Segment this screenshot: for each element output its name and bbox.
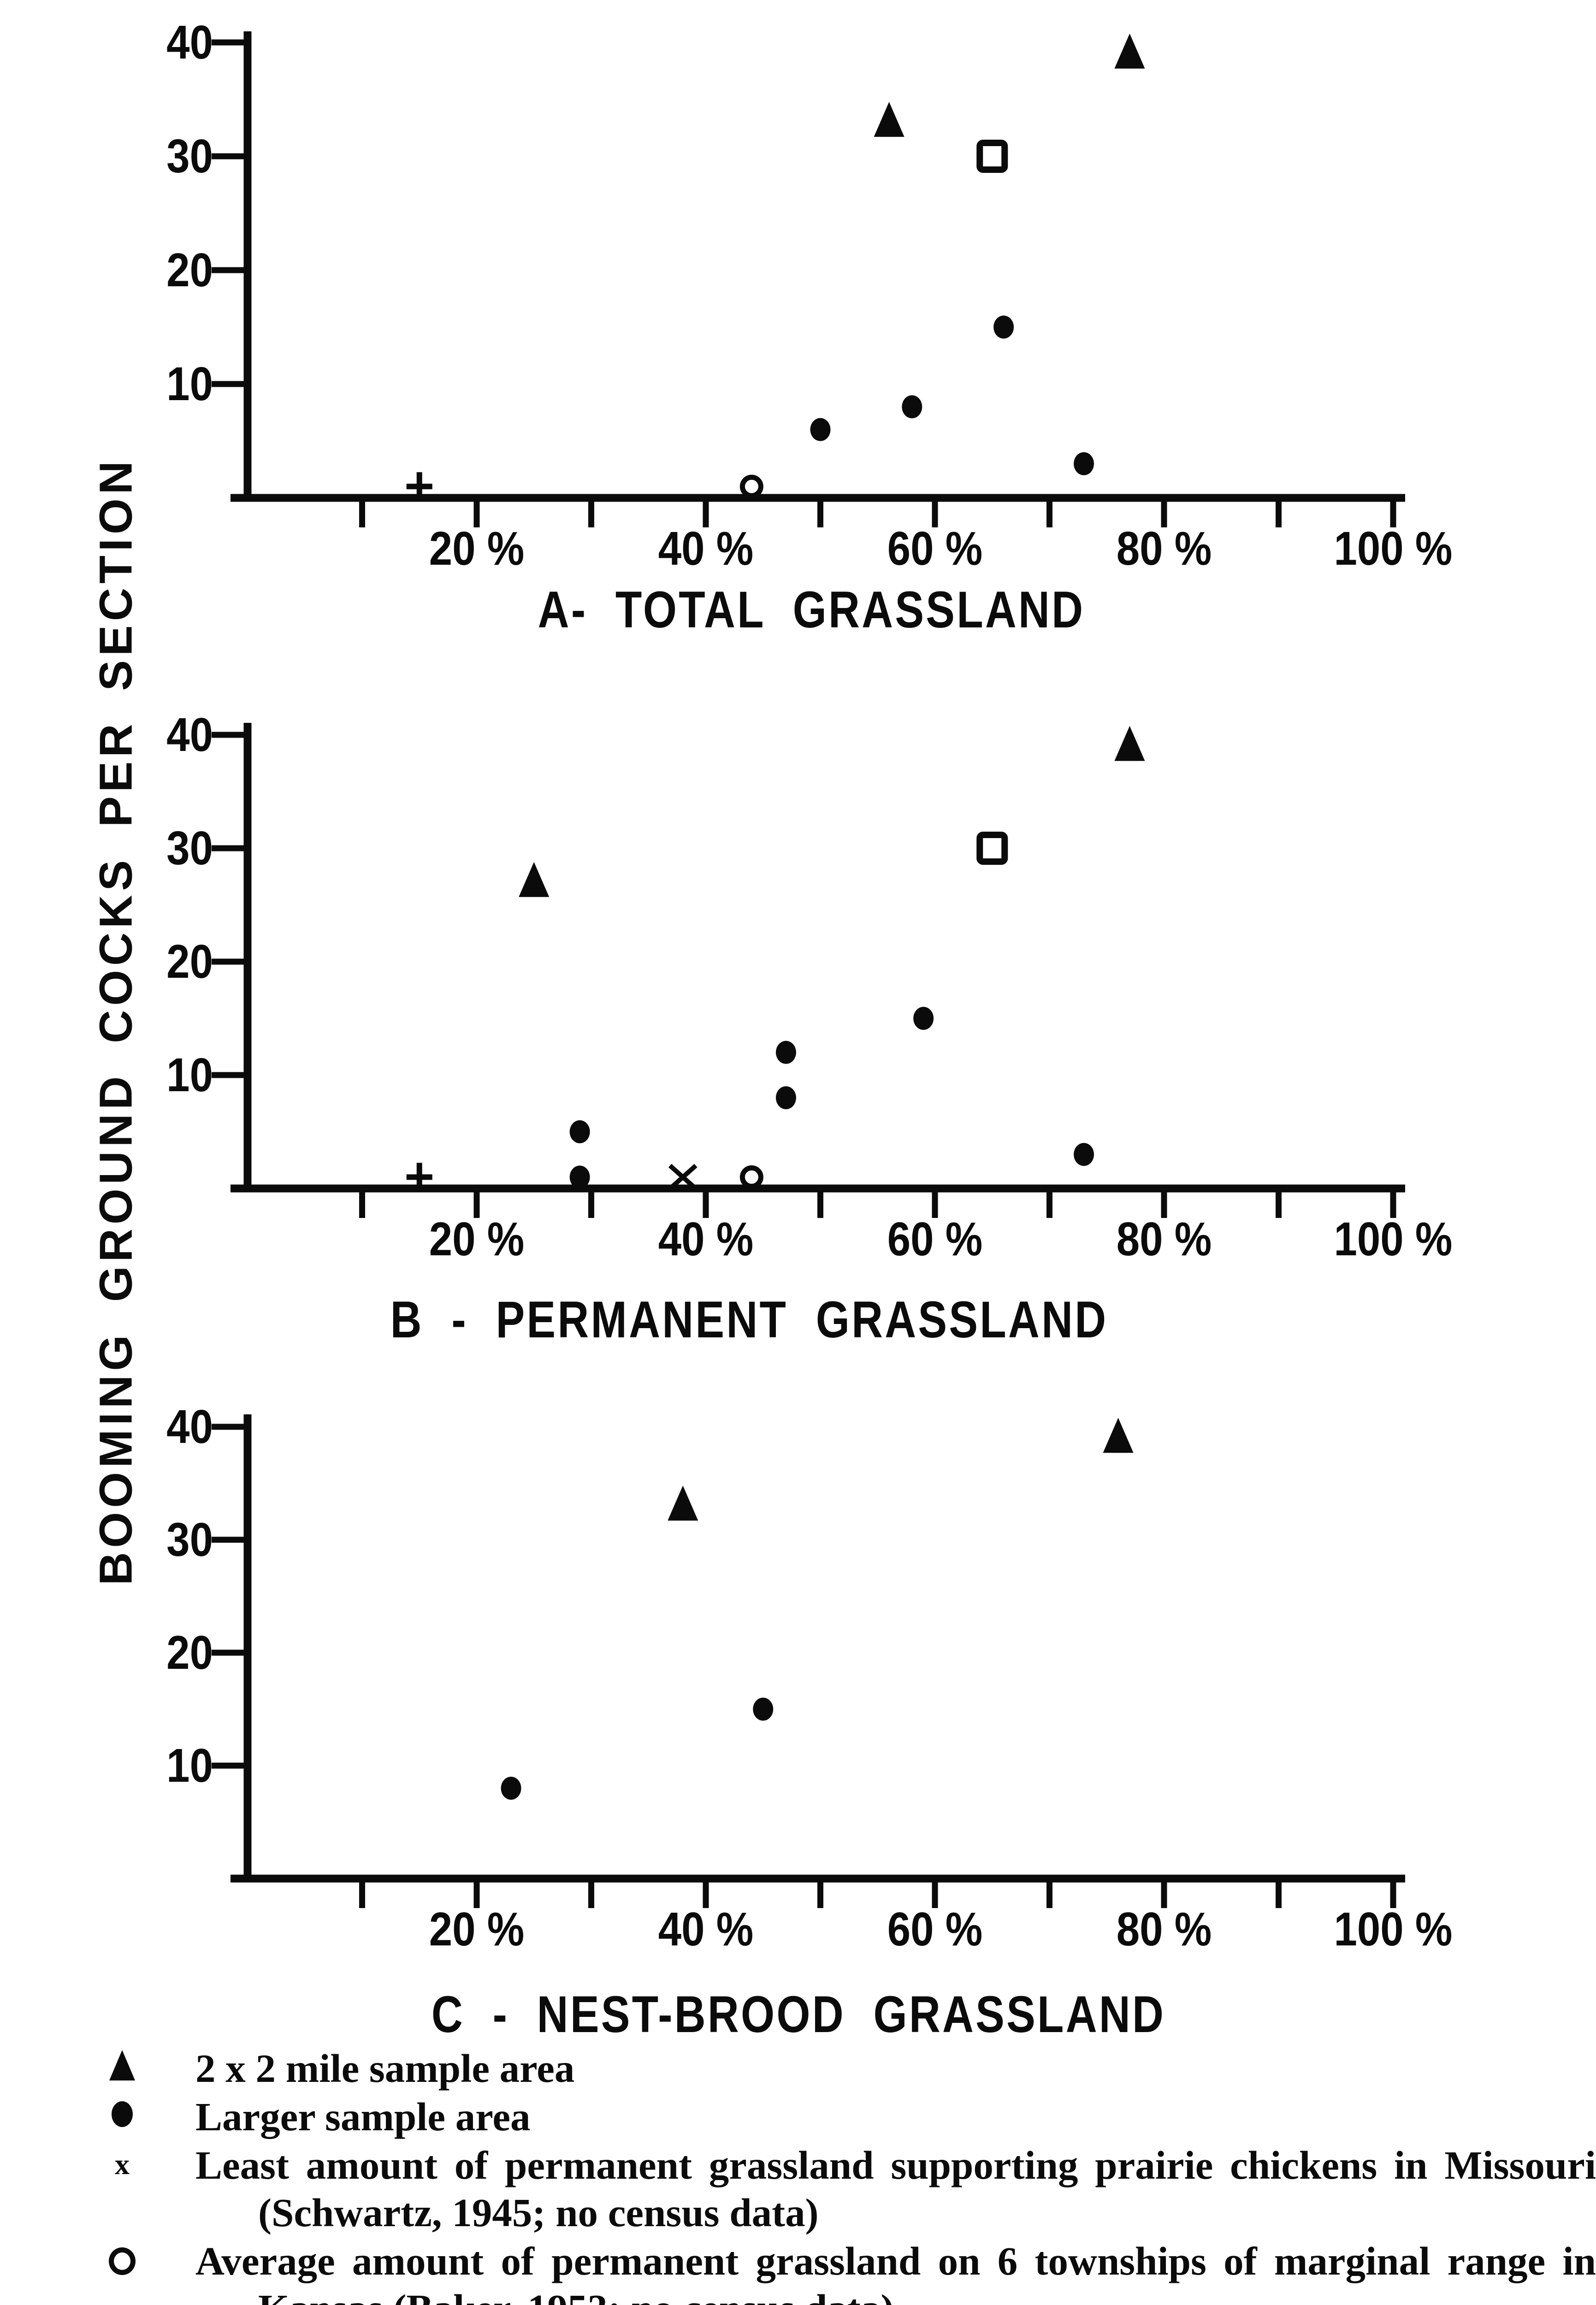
open-circle-point — [739, 1165, 763, 1189]
filled-triangle-point — [519, 862, 550, 897]
filled-triangle-point — [1114, 726, 1145, 761]
legend-marker-cell — [92, 2093, 152, 2127]
x-tick-label: 20 % — [429, 1903, 525, 1956]
x-tick-label: 60 % — [887, 522, 983, 575]
filled-circle-point — [569, 1120, 590, 1143]
filled-circle-point — [1074, 452, 1094, 475]
legend-marker-cell: x — [92, 2141, 152, 2179]
x-tick-label: 40 % — [658, 1903, 754, 1956]
x-tick-label: 100 % — [1334, 1903, 1453, 1956]
legend-item-text: Least amount of permanent grassland supp… — [195, 2143, 1596, 2235]
filled-circle-point — [1074, 1143, 1094, 1166]
legend-item: x Least amount of permanent grassland sup… — [0, 2141, 1596, 2236]
legend-item: Larger sample area — [0, 2093, 1596, 2140]
y-tick-label: 30 — [166, 130, 213, 183]
y-tick-label: 20 — [166, 1626, 213, 1679]
x-tick-label: 100 % — [1334, 522, 1453, 575]
legend-item: 2 x 2 mile sample area — [0, 2045, 1596, 2092]
legend-item-text: Average amount of permanent grassland on… — [195, 2239, 1596, 2305]
chart-c-title: C - NEST-BROOD GRASSLAND — [431, 1986, 1166, 2043]
x-tick-label: 40 % — [658, 1212, 754, 1265]
open-circle-point — [739, 474, 763, 498]
filled-circle-point — [913, 1007, 934, 1030]
filled-circle-point — [775, 1040, 796, 1064]
legend-item: Average amount of permanent grassland on… — [0, 2237, 1596, 2305]
y-tick-label: 20 — [166, 243, 213, 296]
legend-marker-cell — [92, 2237, 152, 2275]
chart-b-title: B - PERMANENT GRASSLAND — [390, 1291, 1108, 1348]
figure-legend: 2 x 2 mile sample area Larger sample area… — [0, 2045, 1596, 2305]
x-tick-label: 80 % — [1116, 1212, 1212, 1265]
filled-triangle-icon — [109, 2050, 135, 2080]
y-tick-label: 40 — [166, 708, 213, 761]
y-tick-label: 40 — [166, 16, 213, 69]
filled-circle-point — [902, 395, 922, 419]
x-icon: x — [115, 2148, 130, 2181]
scatter-plot-c — [212, 1414, 1405, 1908]
chart-a-title: A- TOTAL GRASSLAND — [538, 581, 1085, 638]
open-circle-icon — [109, 2247, 136, 2275]
filled-circle-point — [810, 418, 831, 441]
legend-item-text: Larger sample area — [195, 2094, 531, 2139]
x-tick-label: 80 % — [1116, 522, 1212, 575]
filled-circle-point — [501, 1777, 521, 1800]
x-tick-label: 100 % — [1334, 1212, 1453, 1265]
filled-circle-point — [775, 1086, 796, 1110]
filled-circle-point — [753, 1697, 774, 1721]
y-tick-label: 10 — [166, 357, 213, 410]
filled-circle-point — [569, 1165, 590, 1189]
filled-triangle-point — [668, 1485, 698, 1521]
y-tick-label: 30 — [166, 822, 213, 875]
legend-item-text: 2 x 2 mile sample area — [195, 2046, 575, 2091]
plus-point — [406, 472, 432, 501]
scatter-plot-a — [212, 31, 1405, 527]
filled-triangle-point — [1103, 1418, 1134, 1453]
open-square-point — [976, 832, 1008, 865]
y-tick-label: 20 — [166, 935, 213, 988]
filled-circle-icon — [112, 2101, 133, 2127]
x-tick-label: 60 % — [887, 1903, 983, 1956]
scatter-plot-b — [212, 723, 1405, 1218]
open-square-point — [976, 140, 1008, 173]
x-tick-label: 40 % — [658, 522, 754, 575]
plus-point — [406, 1163, 432, 1192]
y-tick-label: 10 — [166, 1739, 213, 1792]
x-tick-label: 20 % — [429, 522, 525, 575]
filled-triangle-point — [874, 101, 904, 137]
y-tick-label: 30 — [166, 1513, 213, 1566]
x-tick-label: 60 % — [887, 1212, 983, 1265]
x-tick-label: 20 % — [429, 1212, 525, 1265]
legend-marker-cell — [92, 2045, 152, 2080]
y-tick-label: 10 — [166, 1048, 213, 1101]
filled-circle-point — [993, 315, 1014, 339]
y-tick-label: 40 — [166, 1400, 213, 1453]
x-point — [668, 1164, 698, 1191]
filled-triangle-point — [1114, 33, 1145, 69]
x-tick-label: 80 % — [1116, 1903, 1212, 1956]
